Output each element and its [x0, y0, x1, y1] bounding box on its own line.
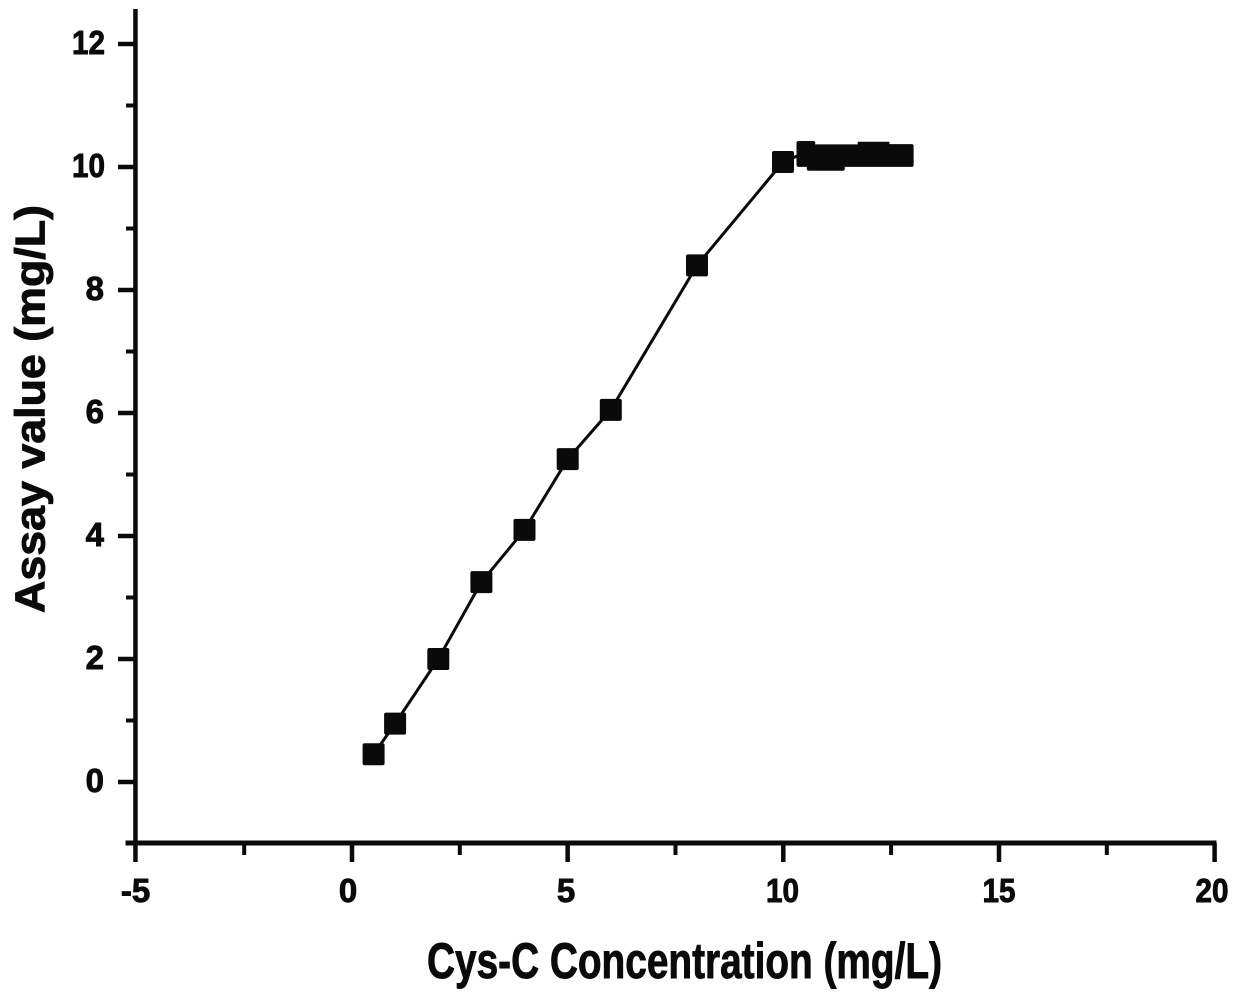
- svg-text:2: 2: [86, 639, 104, 676]
- svg-text:0: 0: [86, 762, 104, 799]
- svg-text:10: 10: [72, 147, 105, 184]
- svg-text:12: 12: [72, 24, 105, 61]
- svg-text:15: 15: [983, 872, 1016, 909]
- svg-text:Cys-C Concentration (mg/L): Cys-C Concentration (mg/L): [427, 933, 942, 989]
- svg-text:8: 8: [86, 270, 104, 307]
- svg-text:20: 20: [1196, 872, 1229, 909]
- svg-text:5: 5: [557, 872, 575, 909]
- svg-text:4: 4: [86, 516, 105, 553]
- svg-text:10: 10: [766, 872, 799, 909]
- svg-text:-5: -5: [121, 872, 150, 909]
- svg-text:Assay value (mg/L): Assay value (mg/L): [7, 205, 54, 613]
- svg-text:6: 6: [86, 393, 104, 430]
- svg-text:0: 0: [339, 872, 357, 909]
